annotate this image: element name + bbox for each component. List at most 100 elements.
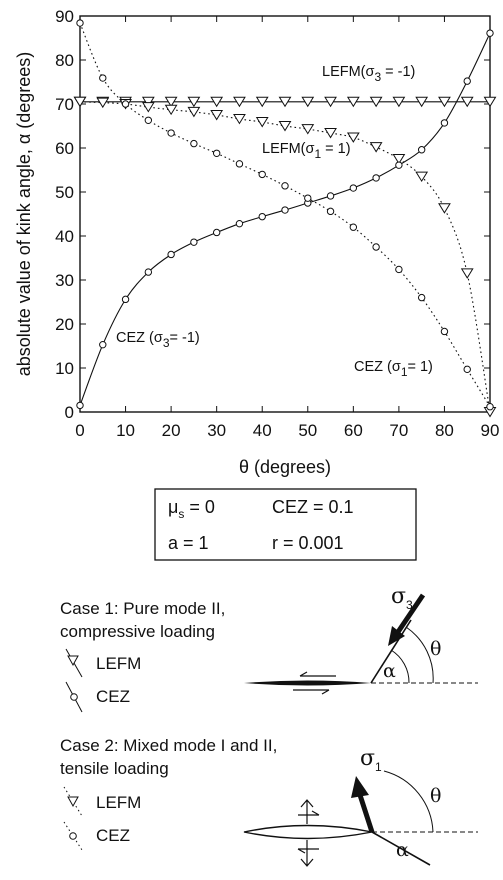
- data-point: [392, 96, 406, 108]
- shear-arrow-bottom-right: [293, 689, 330, 695]
- data-point: [369, 96, 383, 108]
- x-axis-label: θ (degrees): [239, 457, 331, 477]
- y-tick-label: 70: [55, 95, 74, 114]
- case1-lefm-label: LEFM: [96, 654, 141, 673]
- y-tick-label: 80: [55, 51, 74, 70]
- y-tick-label: 0: [65, 403, 74, 422]
- x-tick-label: 50: [298, 421, 317, 440]
- case2-title: Case 2: Mixed mode I and II,: [60, 736, 277, 755]
- y-tick-label: 40: [55, 227, 74, 246]
- legend-cez-dotted: [63, 821, 83, 851]
- data-point: [187, 96, 201, 108]
- param-cez: CEZ = 0.1: [272, 497, 354, 517]
- data-point: [415, 96, 429, 108]
- load-arrow-head-1: [388, 626, 405, 646]
- series-layer: [73, 19, 497, 418]
- data-point: [99, 340, 107, 349]
- load-arrow-shaft-1: [395, 593, 426, 634]
- data-point: [235, 219, 244, 228]
- data-point: [417, 146, 426, 154]
- kink-line-1: [370, 619, 412, 684]
- annotation-cez-tensile: CEZ (σ1= 1): [354, 359, 433, 379]
- alpha-label-2: α: [396, 839, 409, 861]
- data-point: [278, 121, 292, 132]
- alpha-arc-1: [390, 649, 410, 684]
- data-point: [167, 250, 175, 259]
- crack-2: [243, 824, 373, 840]
- case2-cez-label: CEZ: [96, 826, 130, 845]
- theta-arc-1: [405, 626, 434, 684]
- case1-title: Case 1: Pure mode II,: [60, 599, 225, 618]
- data-point: [440, 119, 449, 127]
- shear-arrow-top-left: [299, 671, 336, 677]
- data-point: [395, 161, 403, 169]
- data-point: [438, 96, 451, 108]
- data-point: [392, 154, 406, 165]
- data-point: [164, 96, 178, 108]
- series-1: [73, 96, 497, 108]
- sigma1-label: σ1: [360, 746, 382, 774]
- case2-subtitle: tensile loading: [60, 759, 169, 778]
- data-point: [258, 212, 266, 221]
- data-point: [346, 96, 360, 108]
- parameter-box: [154, 488, 417, 561]
- data-point: [187, 106, 201, 118]
- data-point: [164, 104, 178, 116]
- y-tick-label: 50: [55, 183, 74, 202]
- data-point: [255, 117, 269, 128]
- data-point: [76, 19, 84, 27]
- data-point: [141, 102, 155, 113]
- data-point: [301, 124, 315, 135]
- y-tick-label: 20: [55, 315, 74, 334]
- axis-ticks: 0 10 20 30 40 50 60 70 80 90 0 10 20 30 40 50 60 70 80 90: [55, 7, 499, 440]
- data-point: [121, 295, 130, 304]
- data-point: [233, 113, 246, 125]
- data-point: [349, 223, 358, 231]
- legend-lefm-solid: [65, 648, 83, 678]
- data-point: [326, 207, 335, 216]
- data-point: [141, 96, 155, 108]
- data-point: [301, 96, 315, 108]
- data-point: [210, 110, 224, 121]
- series-line: [79, 101, 491, 413]
- data-point: [255, 96, 269, 108]
- data-point: [212, 228, 221, 237]
- opening-arrow-down: [300, 840, 314, 867]
- case2-lefm-label: LEFM: [96, 793, 141, 812]
- data-point: [349, 184, 358, 192]
- data-point: [346, 132, 360, 143]
- shear-arrow-bottom: [297, 848, 319, 854]
- sigma3-label: σ3: [391, 584, 413, 612]
- legend-cez-solid: [65, 681, 83, 713]
- data-point: [438, 203, 451, 214]
- load-arrow-shaft-2: [357, 794, 375, 833]
- data-point: [121, 100, 130, 108]
- data-point: [415, 171, 429, 183]
- data-point: [372, 174, 380, 182]
- theta-label-2: θ: [430, 785, 441, 807]
- data-point: [73, 96, 87, 108]
- load-arrow-head-2: [351, 776, 369, 798]
- data-point: [417, 293, 426, 302]
- case1-cez-label: CEZ: [96, 687, 130, 706]
- y-axis-label: absolute value of kink angle, α (degrees…: [14, 52, 34, 377]
- kink-line-2: [371, 831, 431, 866]
- data-point: [190, 238, 198, 246]
- data-point: [235, 160, 244, 168]
- y-tick-label: 60: [55, 139, 74, 158]
- data-point: [463, 77, 471, 85]
- y-tick-label: 10: [55, 359, 74, 378]
- opening-arrow-up: [300, 799, 314, 824]
- data-point: [463, 365, 471, 374]
- x-tick-label: 30: [207, 421, 226, 440]
- data-point: [324, 128, 337, 139]
- series-4: [76, 19, 494, 411]
- data-point: [460, 268, 474, 279]
- crack-diagram-tensile: σ1 α θ: [243, 746, 478, 867]
- data-point: [440, 327, 449, 336]
- annotation-lefm-compressive: LEFM(σ3 = -1): [322, 64, 415, 84]
- alpha-label-1: α: [383, 660, 396, 682]
- data-point: [324, 96, 337, 108]
- data-point: [395, 265, 403, 274]
